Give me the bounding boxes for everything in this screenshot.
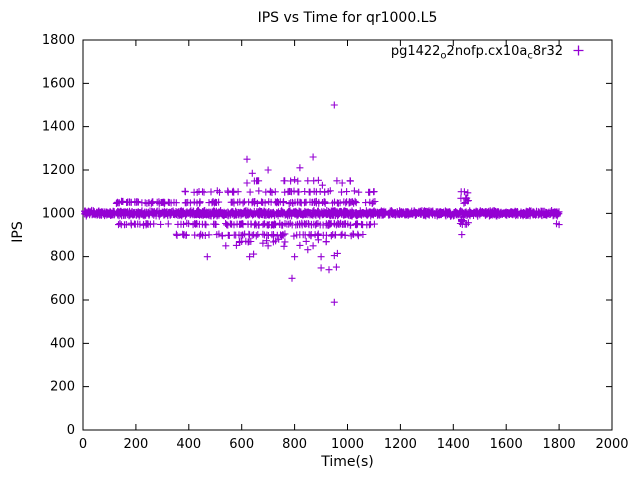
legend: pg1422o2nofp.cx10ac8r32 bbox=[391, 44, 584, 62]
x-axis-label: Time(s) bbox=[321, 454, 374, 470]
x-tick-label: 1000 bbox=[331, 437, 364, 452]
y-tick-label: 1200 bbox=[42, 163, 75, 178]
legend-plus-marker-icon bbox=[573, 45, 584, 60]
x-tick-label: 0 bbox=[79, 437, 87, 452]
y-tick-label: 1400 bbox=[42, 120, 75, 135]
y-tick-label: 1800 bbox=[42, 33, 75, 48]
legend-label: pg1422o2nofp.cx10ac8r32 bbox=[391, 44, 563, 62]
y-tick-label: 1600 bbox=[42, 76, 75, 91]
x-tick-label: 800 bbox=[282, 437, 307, 452]
legend-label-subscript: c bbox=[527, 50, 533, 62]
y-tick-label: 200 bbox=[50, 380, 75, 395]
x-tick-label: 1200 bbox=[384, 437, 417, 452]
y-tick-label: 600 bbox=[50, 293, 75, 308]
legend-label-text: 8r32 bbox=[532, 44, 563, 59]
y-tick-label: 400 bbox=[50, 336, 75, 351]
x-tick-label: 400 bbox=[176, 437, 201, 452]
legend-label-text: 2nofp.cx10a bbox=[446, 44, 528, 59]
legend-label-text: pg1422 bbox=[390, 44, 441, 59]
y-tick-label: 0 bbox=[67, 423, 75, 438]
y-tick-label: 1000 bbox=[42, 206, 75, 221]
x-tick-label: 1400 bbox=[437, 437, 470, 452]
x-tick-label: 1800 bbox=[543, 437, 576, 452]
x-tick-label: 2000 bbox=[595, 437, 628, 452]
x-tick-label: 600 bbox=[229, 437, 254, 452]
x-tick-label: 200 bbox=[123, 437, 148, 452]
y-tick-label: 800 bbox=[50, 250, 75, 265]
legend-label-subscript: o bbox=[440, 50, 447, 62]
x-tick-label: 1600 bbox=[490, 437, 523, 452]
data-points-series bbox=[81, 101, 563, 306]
chart-title: IPS vs Time for qr1000.L5 bbox=[257, 10, 438, 26]
